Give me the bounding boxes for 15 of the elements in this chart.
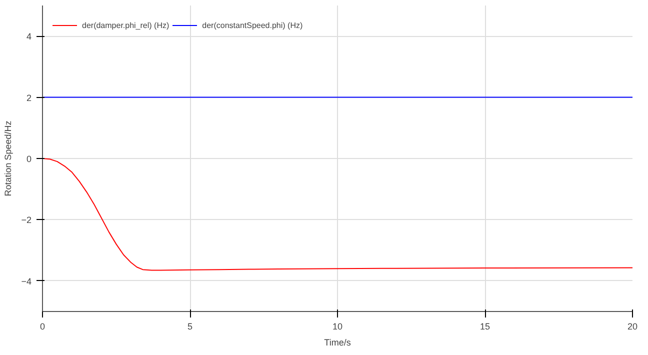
x-tick-label: 15 — [480, 322, 490, 332]
y-tick-label: 0 — [26, 154, 32, 164]
x-tick-label: 5 — [187, 322, 193, 332]
x-axis-title: Time/s — [324, 338, 352, 348]
y-tick-label: 2 — [26, 92, 32, 103]
y-tick-label: 4 — [26, 32, 32, 42]
legend-label: der(constantSpeed.phi) (Hz) — [202, 20, 303, 30]
x-tick-label: 20 — [627, 322, 638, 332]
y-tick-label: −2 — [21, 215, 32, 226]
x-tick-label: 10 — [332, 322, 343, 332]
line-series — [42, 158, 632, 271]
y-axis-title: Rotation Speed/Hz — [3, 120, 14, 196]
legend-label: der(damper.phi_rel) (Hz) — [82, 20, 170, 30]
x-tick-label: 0 — [40, 322, 46, 332]
y-tick-label: −4 — [21, 276, 32, 286]
